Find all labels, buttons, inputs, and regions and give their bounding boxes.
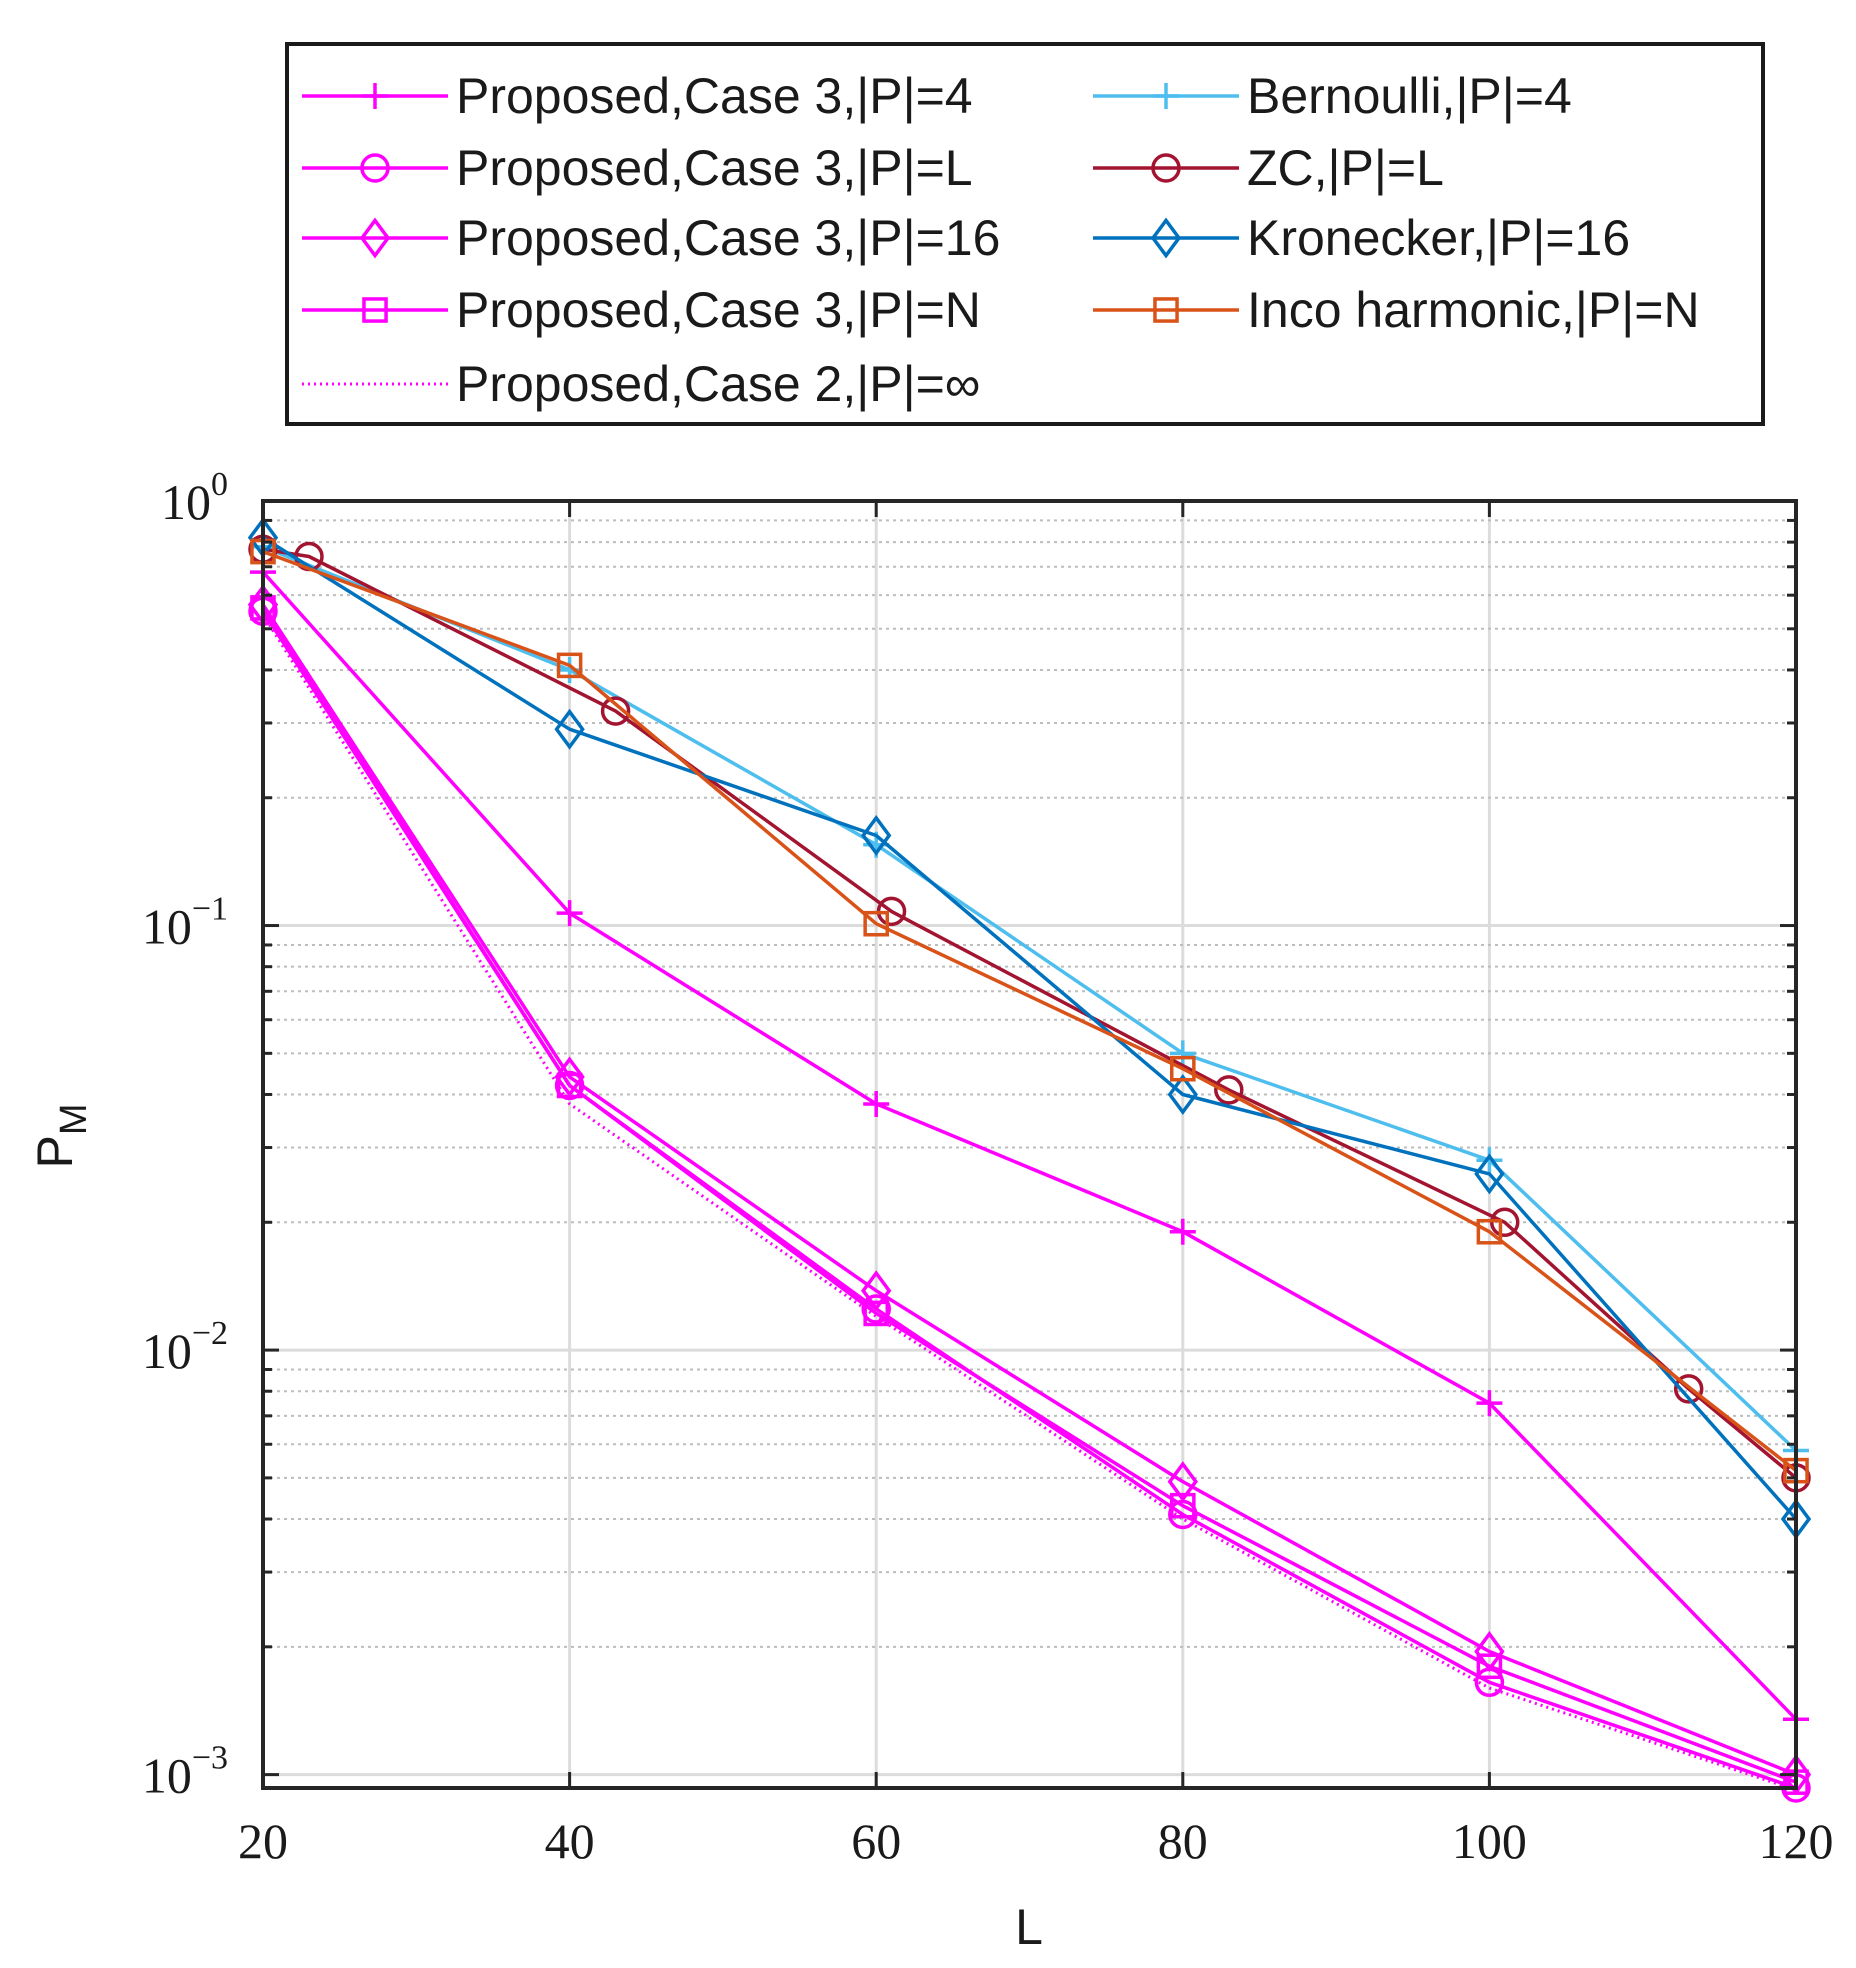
- y-tick-base: 10: [142, 899, 192, 955]
- square-marker: [362, 297, 388, 323]
- x-tick-label: 120: [1759, 1813, 1834, 1869]
- legend-label: Bernoulli,|P|=4: [1247, 68, 1572, 124]
- y-axis-label: PM: [27, 1103, 95, 1168]
- series-9: [250, 538, 1809, 1484]
- legend-entry: Proposed,Case 3,|P|=4: [302, 68, 973, 124]
- square-marker: [863, 1300, 890, 1327]
- series-line: [262, 549, 1798, 1472]
- plus-marker: [556, 656, 583, 683]
- square-marker: [1153, 297, 1179, 323]
- diamond-marker: [861, 814, 892, 856]
- series-7: [248, 534, 1811, 1493]
- legend: Proposed,Case 3,|P|=4 Proposed,Case 3,|P|…: [285, 42, 1765, 426]
- series-8: [247, 517, 1812, 1540]
- diamond-marker: [1150, 217, 1182, 259]
- plot-frame: [261, 499, 1798, 1790]
- circle-marker: [1673, 1374, 1704, 1404]
- diamond-marker: [554, 708, 585, 750]
- series-line: [261, 610, 1797, 1790]
- square-marker: [1170, 1492, 1196, 1519]
- y-axis-label-main: P: [27, 1135, 83, 1168]
- legend-entry: Proposed,Case 3,|P|=N: [302, 282, 981, 338]
- diamond-marker: [1167, 1461, 1198, 1503]
- series-line: [261, 606, 1797, 1784]
- circle-marker: [600, 696, 631, 726]
- y-tick-exponent: 0: [211, 466, 228, 503]
- x-tick-label: 60: [851, 1813, 901, 1869]
- series-3: [247, 584, 1812, 1796]
- legend-label: ZC,|P|=L: [1247, 140, 1444, 196]
- series-line: [261, 613, 1797, 1792]
- plus-marker: [1476, 1390, 1503, 1417]
- legend-label: Proposed,Case 3,|P|=16: [456, 210, 1000, 266]
- legend-box: [285, 42, 1765, 426]
- plus-marker: [362, 83, 388, 109]
- series-line: [262, 545, 1798, 1452]
- square-marker: [1476, 1653, 1503, 1680]
- plus-marker: [1476, 1147, 1503, 1174]
- y-tick-exponent: −3: [192, 1740, 228, 1777]
- x-axis-label: L: [1015, 1899, 1043, 1955]
- series-line: [261, 570, 1798, 1721]
- plus-marker: [1169, 1040, 1196, 1067]
- x-tick-label: 100: [1452, 1813, 1527, 1869]
- y-tick-exponent: −1: [192, 891, 228, 928]
- legend-label: Inco harmonic,|P|=N: [1247, 282, 1700, 338]
- legend-entry: Proposed,Case 2,|P|=∞: [302, 356, 980, 412]
- plus-marker: [1153, 83, 1179, 109]
- square-marker: [1476, 1218, 1503, 1245]
- plus-marker: [863, 1090, 890, 1117]
- legend-label: Proposed,Case 3,|P|=N: [456, 282, 981, 338]
- circle-marker: [1214, 1075, 1244, 1105]
- legend-label: Proposed,Case 3,|P|=L: [456, 140, 973, 196]
- series-1: [250, 559, 1809, 1733]
- y-tick-base: 10: [142, 1748, 192, 1804]
- circle-marker: [861, 1294, 891, 1324]
- legend-entry: Bernoulli,|P|=4: [1093, 68, 1572, 124]
- legend-entry: Proposed,Case 3,|P|=16: [302, 210, 1000, 266]
- legend-entry: ZC,|P|=L: [1093, 140, 1444, 196]
- y-tick-label: 10−2: [142, 1315, 228, 1379]
- y-tick-label: 100: [161, 466, 228, 530]
- y-tick-label: 10−3: [142, 1740, 228, 1804]
- square-marker: [863, 910, 890, 937]
- circle-marker: [360, 153, 390, 183]
- series-6: [250, 533, 1809, 1464]
- legend-entry: Proposed,Case 3,|P|=L: [302, 140, 973, 196]
- legend-label: Proposed,Case 3,|P|=4: [456, 68, 973, 124]
- square-marker: [556, 1072, 583, 1099]
- plus-marker: [1169, 1218, 1196, 1245]
- diamond-marker: [861, 1270, 892, 1312]
- y-tick-base: 10: [161, 474, 211, 530]
- square-marker: [1170, 1055, 1196, 1082]
- diamond-marker: [1474, 1153, 1505, 1195]
- legend-label: Kronecker,|P|=16: [1247, 210, 1630, 266]
- x-tick-label: 20: [238, 1813, 288, 1869]
- diamond-marker: [1167, 1073, 1198, 1115]
- plot-series: [247, 517, 1812, 1803]
- plus-marker: [556, 900, 583, 927]
- legend-entry: Kronecker,|P|=16: [1093, 210, 1630, 266]
- series-2: [248, 596, 1811, 1803]
- y-tick-exponent: −2: [192, 1315, 228, 1352]
- series-line: [262, 536, 1798, 1521]
- y-tick-base: 10: [142, 1323, 192, 1379]
- diamond-marker: [1474, 1630, 1505, 1672]
- series-line: [261, 603, 1797, 1777]
- x-tick-label: 80: [1158, 1813, 1208, 1869]
- grid: [261, 499, 1798, 1788]
- x-tick-label: 40: [545, 1813, 595, 1869]
- diamond-marker: [359, 217, 391, 259]
- series-5: [261, 613, 1797, 1792]
- y-tick-label: 10−1: [142, 891, 228, 955]
- circle-marker: [1151, 153, 1181, 183]
- y-axis-label-sub: M: [53, 1103, 95, 1135]
- legend-label: Proposed,Case 2,|P|=∞: [456, 356, 980, 412]
- legend-entry: Inco harmonic,|P|=N: [1093, 282, 1700, 338]
- series-4: [250, 595, 1809, 1795]
- series-line: [262, 547, 1798, 1480]
- square-marker: [556, 652, 583, 679]
